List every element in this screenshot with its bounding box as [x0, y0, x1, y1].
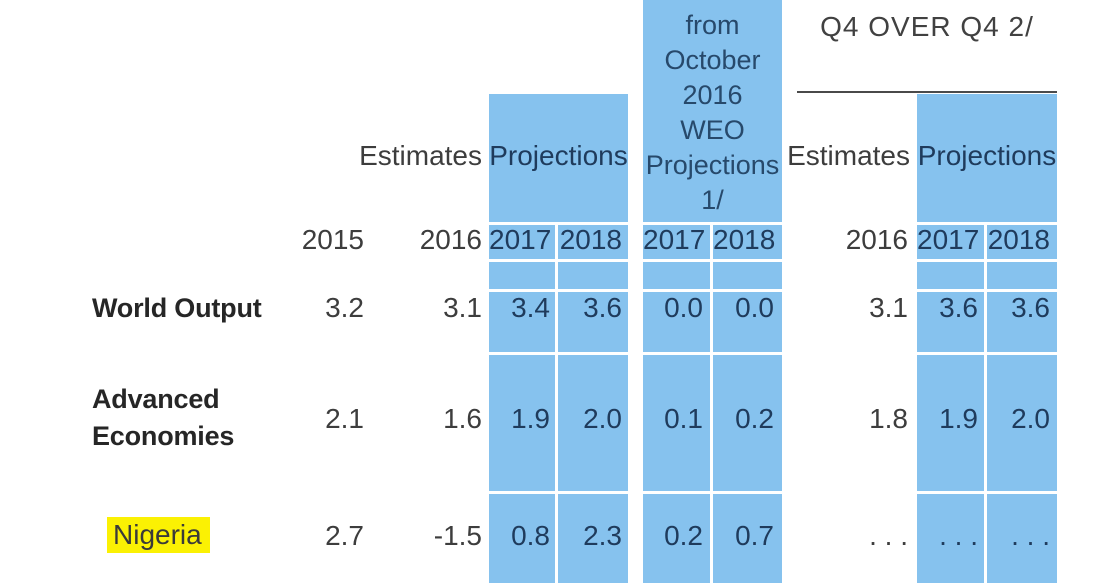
projections-header-left: Projections	[489, 140, 628, 171]
year-header: 2016	[419, 224, 482, 255]
value-cell: 0.2	[735, 403, 774, 434]
projections-group-background	[489, 94, 628, 583]
q4-over-q4-title: Q4 OVER Q4 2/	[820, 11, 1034, 42]
value-cell ellipsis: . . .	[1011, 520, 1050, 551]
column-separator	[984, 222, 987, 583]
row-separator	[643, 222, 782, 225]
value-cell: 3.2	[325, 292, 364, 323]
highlight-marker: Nigeria	[107, 517, 210, 553]
row-separator	[489, 352, 628, 355]
value-cell: 2.0	[1011, 403, 1050, 434]
value-cell: 3.1	[869, 292, 908, 323]
value-cell: 0.0	[664, 292, 703, 323]
value-cell: 0.1	[664, 403, 703, 434]
value-cell: -1.5	[433, 520, 482, 551]
value-cell: 2.7	[325, 520, 364, 551]
row-separator	[917, 259, 1057, 262]
year-header: 2017	[917, 224, 980, 255]
row-separator	[643, 259, 782, 262]
value-cell: 3.6	[1011, 292, 1050, 323]
year-header: 2018	[713, 224, 776, 255]
q4-projections-group-background	[917, 94, 1057, 583]
value-cell: 3.6	[583, 292, 622, 323]
difference-header-line: from	[685, 10, 740, 40]
difference-header-line: WEO	[680, 115, 745, 145]
row-separator	[489, 222, 628, 225]
row-separator	[489, 491, 628, 494]
row-separator	[489, 259, 628, 262]
row-separator	[917, 491, 1057, 494]
value-cell ellipsis: . . .	[869, 520, 908, 551]
row-separator	[917, 222, 1057, 225]
q4-section-divider	[797, 91, 1057, 93]
value-cell: 1.8	[869, 403, 908, 434]
value-cell: 1.6	[443, 403, 482, 434]
column-separator	[555, 222, 558, 583]
value-cell: 2.0	[583, 403, 622, 434]
value-cell: 2.3	[583, 520, 622, 551]
value-cell: 0.2	[664, 520, 703, 551]
row-label-nigeria: Nigeria	[107, 517, 210, 553]
difference-header-line: 1/	[701, 185, 724, 215]
difference-header-line: Projections	[645, 150, 780, 180]
estimates-header-left: Estimates	[359, 140, 482, 171]
year-header: 2018	[559, 224, 622, 255]
value-cell: 2.1	[325, 403, 364, 434]
row-label-line: Economies	[92, 421, 235, 451]
projections-header-q4: Projections	[917, 140, 1057, 171]
estimates-header-q4: Estimates	[787, 140, 910, 171]
row-separator	[917, 352, 1057, 355]
year-header: 2015	[301, 224, 364, 255]
row-separator	[917, 289, 1057, 292]
value-cell: 1.9	[939, 403, 978, 434]
value-cell: 1.9	[511, 403, 550, 434]
row-separator	[489, 289, 628, 292]
value-cell: 3.1	[443, 292, 482, 323]
year-header: 2016	[845, 224, 908, 255]
column-separator	[710, 222, 713, 583]
difference-header-line: 2016	[682, 80, 743, 110]
row-separator	[643, 289, 782, 292]
difference-header-line: October	[664, 45, 761, 75]
row-label-line: Advanced	[92, 384, 220, 414]
row-separator	[643, 352, 782, 355]
value-cell: 0.8	[511, 520, 550, 551]
year-header: 2018	[987, 224, 1050, 255]
year-header: 2017	[489, 224, 552, 255]
value-cell: 3.4	[511, 292, 550, 323]
row-label-world-output: World Output	[92, 293, 262, 323]
value-cell: 3.6	[939, 292, 978, 323]
value-cell ellipsis: . . .	[939, 520, 978, 551]
value-cell: 0.0	[735, 292, 774, 323]
value-cell: 0.7	[735, 520, 774, 551]
row-label-advanced-economies: Advanced Economies	[92, 381, 234, 455]
difference-column-header: from October 2016 WEO Projections 1/	[643, 8, 782, 218]
row-separator	[643, 491, 782, 494]
year-header: 2017	[643, 224, 706, 255]
